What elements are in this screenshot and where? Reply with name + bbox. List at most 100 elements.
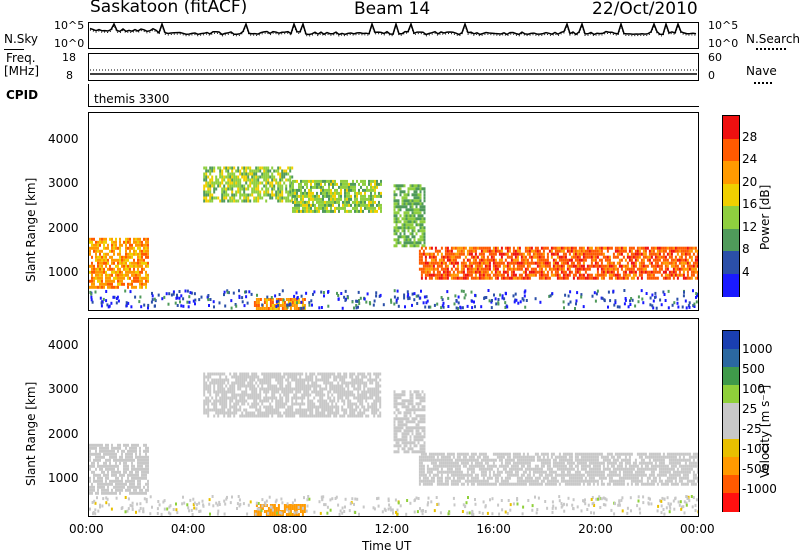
heatmap-cell-region-2 bbox=[368, 179, 370, 183]
heatmap-cell-region-1 bbox=[205, 184, 208, 188]
heatmap-cell-scatter bbox=[375, 294, 378, 298]
heatmap-cell-region-4 bbox=[552, 252, 555, 256]
heatmap-cell-region-3 bbox=[476, 458, 479, 462]
heatmap-cell-scatter bbox=[459, 306, 462, 310]
heatmap-cell-region-2 bbox=[340, 179, 342, 183]
heatmap-cell-region-4 bbox=[624, 270, 627, 274]
heatmap-cell-region-3 bbox=[420, 479, 423, 483]
heatmap-cell-region-1 bbox=[329, 399, 332, 403]
heatmap-cell-region-4 bbox=[508, 261, 511, 265]
heatmap-cell-region-2 bbox=[296, 203, 298, 207]
heatmap-cell-region-1 bbox=[311, 372, 314, 376]
heatmap-cell-region-1 bbox=[207, 187, 210, 191]
heatmap-cell-region-3 bbox=[456, 461, 459, 465]
heatmap-cell-region-1 bbox=[279, 402, 282, 406]
heatmap-cell-region-3 bbox=[415, 184, 418, 188]
heatmap-cell-region-2 bbox=[348, 197, 350, 201]
heatmap-cell-region-1 bbox=[295, 387, 298, 391]
heatmap-cell-region-1 bbox=[231, 181, 234, 185]
heatmap-cell-region-0 bbox=[91, 282, 93, 286]
heatmap-cell-region-0 bbox=[97, 270, 99, 274]
heatmap-cell-region-1 bbox=[231, 387, 234, 391]
heatmap-cell-region-1 bbox=[321, 372, 324, 376]
heatmap-cell-region-1 bbox=[269, 408, 272, 412]
heatmap-cell-region-1 bbox=[253, 175, 256, 179]
heatmap-cell-region-4 bbox=[518, 246, 521, 250]
heatmap-cell-region-1 bbox=[345, 390, 348, 394]
heatmap-cell-region-4 bbox=[682, 276, 685, 280]
heatmap-cell-region-0 bbox=[141, 464, 143, 468]
heatmap-cell-region-1 bbox=[293, 411, 296, 415]
heatmap-cell-region-0 bbox=[139, 455, 141, 459]
heatmap-cell-region-2 bbox=[397, 417, 400, 421]
heatmap-cell-region-3 bbox=[417, 211, 420, 215]
heatmap-cell-region-1 bbox=[229, 384, 232, 388]
heatmap-cell-region-2 bbox=[294, 188, 296, 192]
heatmap-cell-region-1 bbox=[217, 378, 220, 382]
heatmap-cell-region-1 bbox=[373, 414, 376, 418]
heatmap-cell-region-3 bbox=[405, 202, 408, 206]
heatmap-cell-region-2 bbox=[407, 408, 410, 412]
heatmap-cell-region-1 bbox=[357, 411, 360, 415]
heatmap-cell-region-1 bbox=[271, 184, 274, 188]
heatmap-cell-region-4 bbox=[540, 270, 543, 274]
heatmap-cell-region-2 bbox=[405, 432, 408, 436]
heatmap-cell-region-3 bbox=[393, 190, 396, 194]
heatmap-cell-region-3 bbox=[407, 235, 410, 239]
heatmap-cell-region-1 bbox=[233, 408, 236, 412]
heatmap-cell-region-1 bbox=[225, 402, 228, 406]
heatmap-cell-region-3 bbox=[464, 479, 467, 483]
heatmap-cell-region-3 bbox=[417, 223, 420, 227]
heatmap-cell-region-1 bbox=[263, 396, 266, 400]
heatmap-cell-region-3 bbox=[458, 455, 461, 459]
heatmap-cell-scatter bbox=[457, 301, 460, 305]
heatmap-cell-region-1 bbox=[219, 396, 222, 400]
heatmap-cell-region-4 bbox=[558, 255, 561, 259]
heatmap-cell-region-4 bbox=[632, 276, 635, 280]
heatmap-cell-region-1 bbox=[223, 399, 226, 403]
heatmap-cell-region-3 bbox=[405, 226, 408, 230]
heatmap-cell-region-4 bbox=[530, 255, 533, 259]
heatmap-cell-region-3 bbox=[411, 208, 414, 212]
heatmap-cell-region-1 bbox=[329, 396, 332, 400]
heatmap-cell-region-0 bbox=[129, 488, 131, 492]
heatmap-cell-region-2 bbox=[332, 203, 334, 207]
heatmap-cell-region-1 bbox=[289, 387, 292, 391]
heatmap-cell-region-1 bbox=[249, 387, 252, 391]
heatmap-cell-region-2 bbox=[352, 188, 354, 192]
heatmap-cell-region-1 bbox=[281, 175, 284, 179]
heatmap-cell-region-3 bbox=[470, 470, 473, 474]
heatmap-cell-region-1 bbox=[235, 178, 238, 182]
heatmap-cell-region-4 bbox=[600, 270, 603, 274]
heatmap-cell-region-4 bbox=[436, 276, 439, 280]
heatmap-cell-region-3 bbox=[423, 187, 426, 191]
heatmap-cell-region-2 bbox=[334, 182, 336, 186]
heatmap-cell-region-3 bbox=[448, 458, 451, 462]
heatmap-cell-region-1 bbox=[253, 405, 256, 409]
heatmap-cell-region-4 bbox=[452, 276, 455, 280]
heatmap-cell-region-1 bbox=[355, 402, 358, 406]
heatmap-cell-region-1 bbox=[357, 399, 360, 403]
heatmap-cell-region-3 bbox=[419, 190, 422, 194]
heatmap-cell-region-1 bbox=[225, 181, 228, 185]
heatmap-cell-region-4 bbox=[424, 246, 427, 250]
heatmap-cell-region-1 bbox=[289, 381, 292, 385]
heatmap-cell-region-2 bbox=[417, 393, 420, 397]
heatmap-cell-scatter bbox=[433, 303, 436, 307]
heatmap-cell-region-1 bbox=[255, 172, 258, 176]
heatmap-cell-region-2 bbox=[395, 429, 398, 433]
heatmap-cell-region-3 bbox=[436, 452, 439, 456]
nsearch-label: N.Search bbox=[746, 32, 800, 46]
heatmap-cell-region-0 bbox=[99, 455, 101, 459]
heatmap-cell-region-0 bbox=[129, 479, 131, 483]
heatmap-cell-scatter bbox=[673, 301, 676, 305]
heatmap-cell-region-2 bbox=[399, 402, 402, 406]
heatmap-cell-region-1 bbox=[269, 378, 272, 382]
heatmap-cell-scatter bbox=[127, 301, 130, 305]
heatmap-cell-region-2 bbox=[338, 209, 340, 213]
heatmap-cell-region-3 bbox=[393, 184, 396, 188]
heatmap-cell-region-3 bbox=[418, 455, 421, 459]
heatmap-cell-region-0 bbox=[97, 464, 99, 468]
heatmap-cell-region-0 bbox=[89, 464, 91, 468]
heatmap-cell-region-2 bbox=[298, 194, 300, 198]
